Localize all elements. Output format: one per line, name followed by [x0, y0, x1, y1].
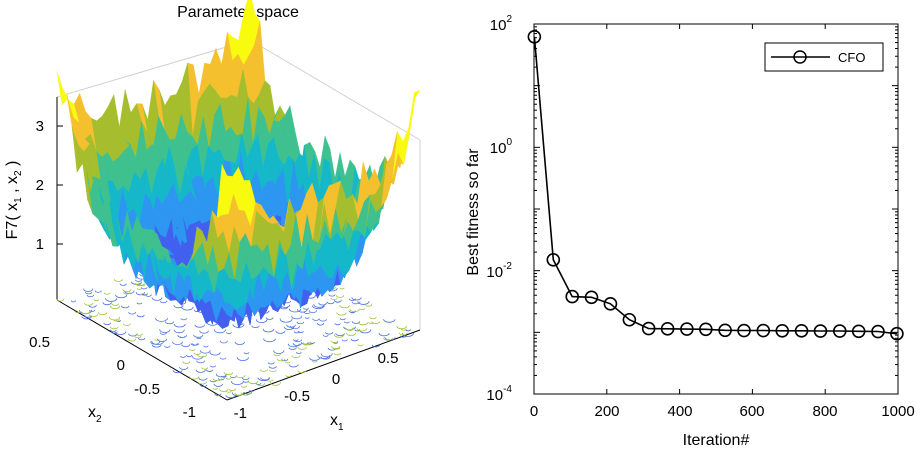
- y-tick-label: 100: [490, 137, 513, 157]
- x2-tick-label: 0: [117, 357, 125, 374]
- cfo-point: [813, 324, 828, 338]
- convergence-panel: 10-4 10-2 100 102 0 200 400 600 800 1000…: [465, 14, 915, 449]
- z-axis-label: F7( x1 , x2 ): [4, 161, 24, 240]
- surface-mesh: [56, 0, 421, 330]
- cfo-series: [527, 30, 904, 341]
- x1-tick-label: 0.5: [378, 350, 399, 367]
- x-axis-label: Iteration#: [683, 432, 750, 449]
- cfo-point: [622, 312, 637, 327]
- cfo-point: [641, 321, 656, 336]
- z-axis-ticks: 1 2 3: [36, 118, 63, 253]
- cfo-point: [737, 323, 751, 338]
- x2-tick-label: 0.5: [29, 334, 50, 351]
- y-axis-ticks: 10-4 10-2 100 102: [486, 14, 512, 404]
- surface-title: Parameter space: [177, 4, 299, 21]
- cfo-point: [660, 322, 675, 336]
- y-axis-label: Best fitness so far: [465, 148, 482, 276]
- plot-area: [533, 23, 899, 395]
- x2-tick-label: -1: [183, 404, 196, 421]
- cfo-point: [718, 323, 732, 338]
- cfo-point: [546, 253, 561, 267]
- cfo-point: [832, 324, 847, 338]
- z-tick-label: 2: [36, 177, 44, 194]
- y-tick-label: 102: [490, 14, 513, 34]
- x2-axis-ticks: -1 -0.5 0 0.5: [29, 334, 196, 421]
- x-tick-label: 0: [530, 403, 538, 420]
- cfo-point: [603, 297, 618, 311]
- x1-axis-label: x1: [330, 412, 344, 433]
- y-tick-label: 10-4: [486, 384, 512, 404]
- cfo-point: [794, 323, 809, 338]
- cfo-point: [871, 324, 885, 339]
- cfo-point: [699, 322, 713, 337]
- x-tick-label: 200: [594, 403, 619, 420]
- x1-axis-ticks: -1 -0.5 0 0.5: [234, 350, 399, 422]
- x-tick-label: 800: [812, 403, 837, 420]
- surface-panel: Parameter space 1 2 3: [4, 0, 421, 433]
- y-tick-label: 10-2: [486, 261, 512, 281]
- x-tick-label: 600: [739, 403, 764, 420]
- x-tick-label: 1000: [881, 403, 914, 420]
- cfo-point: [527, 30, 542, 44]
- cfo-point: [584, 290, 599, 305]
- convergence-ticks: [533, 23, 899, 395]
- cfo-point: [775, 323, 790, 338]
- x-tick-label: 400: [667, 403, 692, 420]
- x1-tick-label: -1: [234, 405, 247, 422]
- cfo-line: [533, 36, 897, 335]
- z-tick-label: 3: [36, 118, 44, 135]
- legend-label: CFO: [838, 50, 865, 65]
- legend-marker: [793, 50, 807, 64]
- z-tick-label: 1: [36, 236, 44, 253]
- surface-patch: [221, 164, 233, 212]
- x1-tick-label: 0: [332, 371, 340, 388]
- x2-tick-label: -0.5: [134, 381, 160, 398]
- x1-tick-label: -0.5: [284, 388, 310, 405]
- x-axis-ticks: 0 200 400 600 800 1000: [530, 403, 915, 420]
- cfo-point: [680, 322, 694, 336]
- cfo-point: [890, 326, 904, 341]
- legend: CFO: [764, 42, 884, 72]
- cfo-point: [851, 324, 866, 339]
- surface-patch: [409, 89, 421, 135]
- cfo-point: [565, 289, 580, 304]
- cfo-point: [756, 323, 771, 338]
- x2-axis-label: x2: [88, 404, 102, 425]
